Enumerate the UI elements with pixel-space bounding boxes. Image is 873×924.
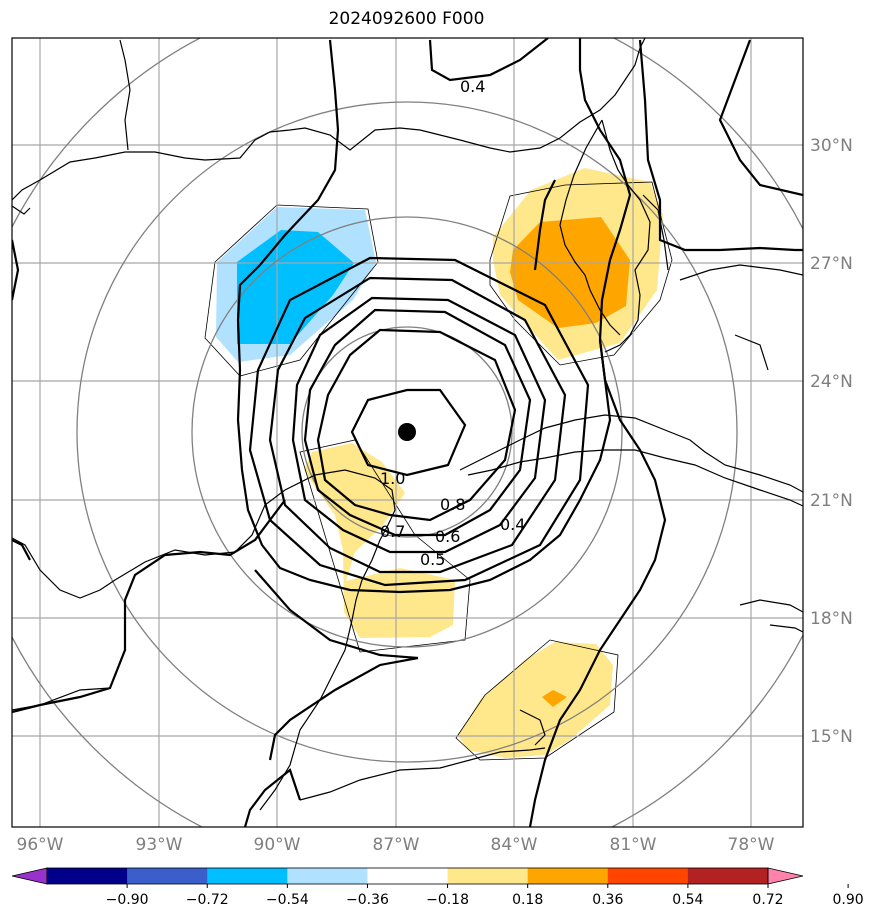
- colorbar-cell: [47, 868, 128, 884]
- colorbar-tick-label: 0.54: [672, 892, 703, 908]
- colorbar-cell: [287, 868, 368, 884]
- colorbar-tick-label: −0.72: [186, 892, 229, 908]
- colorbar-cell: [447, 868, 529, 884]
- lat-label: 24°N: [810, 372, 853, 392]
- graticule: [12, 38, 803, 827]
- colorbar: −0.90 −0.72 −0.54 −0.36 −0.18 0.18 0.36 0.54 0.7…: [11, 867, 864, 908]
- colorbar-cell: [687, 868, 769, 884]
- field-lines: [12, 38, 803, 827]
- colorbar-tick-label: 0.18: [512, 892, 543, 908]
- longitude-labels: 96°W 93°W 90°W 87°W 84°W 81°W 78°W: [17, 835, 775, 855]
- range-rings: [12, 38, 803, 827]
- lat-label: 30°N: [810, 136, 853, 156]
- colorbar-cell: [127, 868, 208, 884]
- lon-label: 78°W: [728, 835, 775, 855]
- map-title: 2024092600 F000: [328, 9, 485, 29]
- colorbar-cell: [367, 868, 449, 884]
- lon-label: 93°W: [136, 835, 183, 855]
- contour-labels: 0.4 1.0 0.8 0.7 0.6 0.5 0.4: [380, 77, 525, 569]
- lat-label: 15°N: [810, 727, 853, 747]
- colorbar-tick-label: 0.36: [592, 892, 623, 908]
- colorbar-extend-high: [767, 867, 804, 885]
- lon-label: 90°W: [254, 835, 301, 855]
- contour-label: 0.8: [440, 495, 465, 514]
- colorbar-frame: [46, 867, 769, 885]
- map-frame: [11, 37, 804, 828]
- lon-label: 87°W: [373, 835, 420, 855]
- colorbar-cell: [527, 868, 609, 884]
- contour-label: 0.5: [420, 550, 445, 569]
- colorbar-tick-label: −0.54: [266, 892, 309, 908]
- lat-label: 27°N: [810, 254, 853, 274]
- lon-label: 84°W: [491, 835, 538, 855]
- contour-label: 1.0: [380, 469, 405, 488]
- contour-label: 0.6: [435, 527, 460, 546]
- lat-label: 21°N: [810, 491, 853, 511]
- colorbar-tick-label: −0.18: [426, 892, 469, 908]
- contour-label: 0.4: [460, 77, 485, 96]
- contour-label: 0.4: [500, 515, 525, 534]
- lon-label: 96°W: [17, 835, 64, 855]
- storm-center-marker: [398, 423, 416, 441]
- colorbar-cell: [607, 868, 689, 884]
- colorbar-tick-label: −0.90: [106, 892, 149, 908]
- colorbar-tick-label: −0.36: [346, 892, 389, 908]
- shaded-anomaly-positive: [304, 168, 663, 758]
- lat-label: 18°N: [810, 609, 853, 629]
- contour-label: 0.7: [380, 522, 405, 541]
- latitude-labels: 30°N 27°N 24°N 21°N 18°N 15°N: [810, 136, 853, 747]
- colorbar-tick-label: 0.72: [752, 892, 783, 908]
- map-area: 0.4 1.0 0.8 0.7 0.6 0.5 0.4: [12, 38, 803, 827]
- colorbar-cell: [207, 868, 288, 884]
- colorbar-extend-low: [11, 867, 48, 885]
- lon-label: 81°W: [610, 835, 657, 855]
- colorbar-tick-label: 0.90: [833, 892, 864, 908]
